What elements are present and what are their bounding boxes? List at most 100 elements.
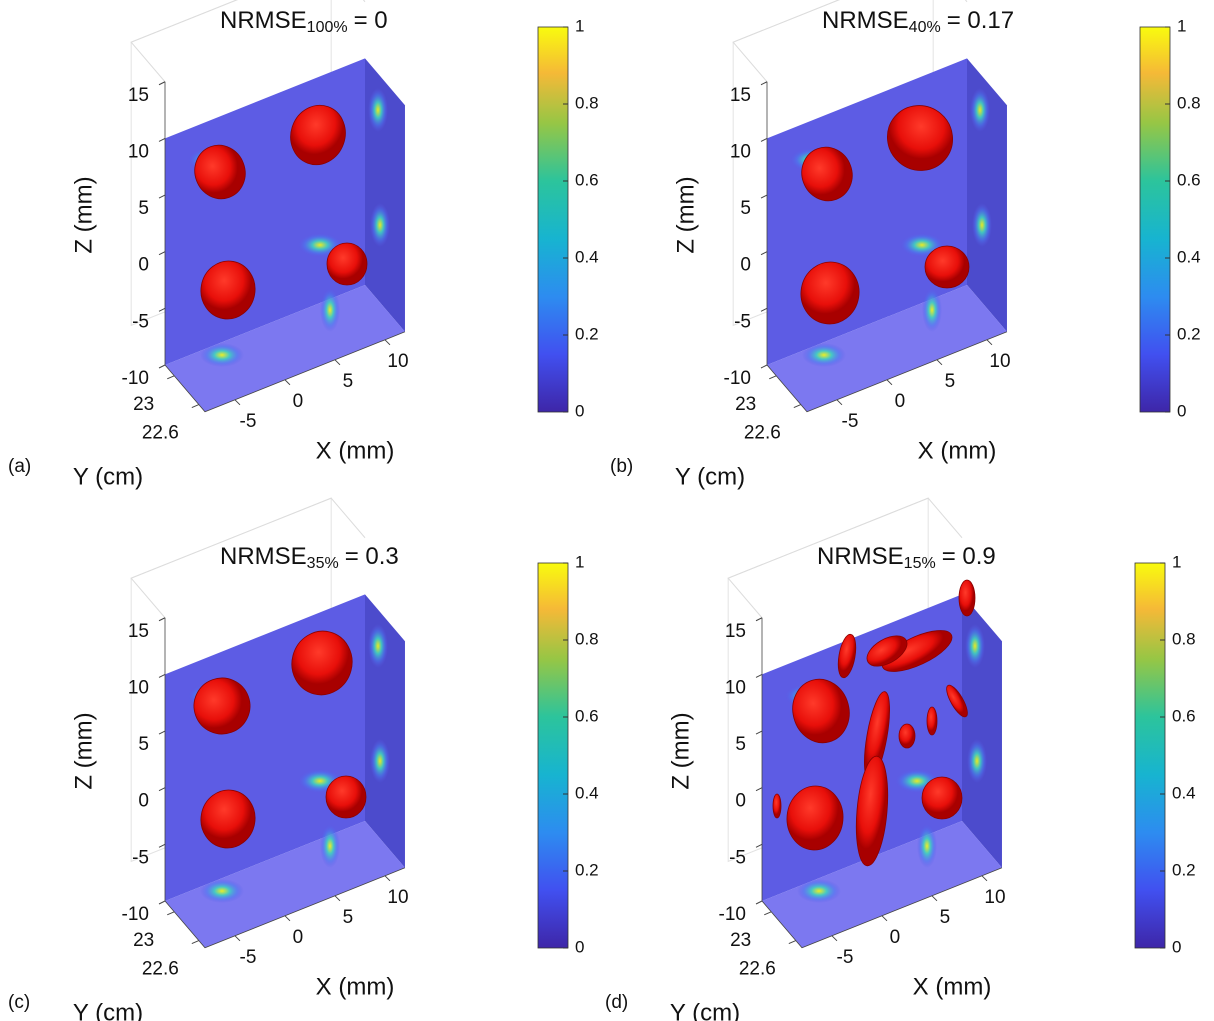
y-tick bbox=[191, 940, 200, 945]
hotspot bbox=[802, 343, 846, 367]
axes-edge bbox=[130, 0, 366, 83]
title-main: NRMSE bbox=[817, 543, 904, 570]
bottom-face bbox=[762, 821, 1002, 948]
z-axis-label: Z (mm) bbox=[672, 176, 699, 253]
colorbar bbox=[537, 26, 569, 413]
panel-label: (b) bbox=[610, 456, 633, 477]
z-axis-label: Z (mm) bbox=[667, 712, 694, 789]
x-tick bbox=[334, 359, 341, 366]
y-tick-label: 22.6 bbox=[142, 423, 179, 444]
chart-title: NRMSE40% = 0.17 bbox=[822, 7, 1014, 36]
isosurface-blob bbox=[866, 635, 908, 667]
z-tick bbox=[755, 900, 763, 905]
z-tick-label: 5 bbox=[740, 198, 751, 219]
z-tick-label: 15 bbox=[725, 621, 746, 642]
isosurface-blob bbox=[290, 104, 346, 166]
x-tick bbox=[836, 399, 843, 406]
z-tick-label: 5 bbox=[735, 734, 746, 755]
colorbar-tick-label: 0 bbox=[575, 401, 584, 420]
colorbar-tick-label: 0.8 bbox=[1177, 93, 1201, 112]
x-tick bbox=[234, 399, 241, 406]
z-tick-label: 15 bbox=[730, 85, 751, 106]
z-tick bbox=[760, 81, 768, 86]
y-tick bbox=[167, 375, 175, 380]
y-tick bbox=[191, 404, 200, 409]
x-axis-label: X (mm) bbox=[913, 973, 992, 1000]
z-tick-label: -5 bbox=[132, 311, 149, 332]
x-tick-label: 10 bbox=[387, 351, 408, 372]
title-subscript: 35% bbox=[307, 555, 339, 572]
hotspot bbox=[797, 879, 841, 903]
z-tick bbox=[755, 730, 763, 735]
axes-edge bbox=[732, 0, 968, 83]
colorbar-tick-label: 0 bbox=[575, 937, 584, 956]
x-tick bbox=[384, 875, 391, 882]
z-tick bbox=[158, 194, 166, 199]
isosurface-blob bbox=[837, 633, 857, 679]
y-tick bbox=[788, 940, 797, 945]
colorbar-tick-label: 0 bbox=[1172, 937, 1181, 956]
y-tick-label: 23 bbox=[730, 930, 751, 951]
colorbar-tick-label: 0.4 bbox=[1177, 247, 1201, 266]
x-tick-label: 0 bbox=[895, 391, 906, 412]
hotspot bbox=[200, 343, 244, 367]
y-tick-label: 22.6 bbox=[142, 959, 179, 980]
isosurface-blob bbox=[786, 785, 844, 851]
z-tick-label: 0 bbox=[735, 791, 746, 812]
hotspot bbox=[370, 203, 390, 247]
z-tick bbox=[755, 843, 763, 848]
isosurface-blob bbox=[898, 723, 916, 749]
z-tick bbox=[158, 364, 166, 369]
z-tick-label: 5 bbox=[138, 734, 149, 755]
bottom-face bbox=[767, 285, 1007, 412]
colorbar-tick-label: 0.2 bbox=[575, 324, 599, 343]
title-main: NRMSE bbox=[220, 7, 307, 34]
z-tick-label: 10 bbox=[730, 141, 751, 162]
isosurface-blob bbox=[200, 260, 256, 320]
isosurface-blob bbox=[194, 144, 246, 200]
z-tick bbox=[760, 194, 768, 199]
z-tick bbox=[755, 787, 763, 792]
hotspot bbox=[922, 288, 942, 332]
z-tick-label: -5 bbox=[729, 847, 746, 868]
title-main: NRMSE bbox=[822, 7, 909, 34]
bottom-face bbox=[165, 285, 405, 412]
colorbar bbox=[1134, 562, 1166, 949]
y-tick bbox=[764, 911, 772, 916]
isosurface-blob bbox=[958, 579, 976, 617]
z-tick bbox=[760, 307, 768, 312]
x-tick-label: 0 bbox=[890, 927, 901, 948]
hotspot bbox=[368, 624, 388, 668]
chart-title: NRMSE15% = 0.9 bbox=[817, 543, 996, 572]
y-tick bbox=[769, 375, 777, 380]
isosurface-blob bbox=[193, 677, 251, 735]
isosurface-blob bbox=[326, 242, 368, 286]
z-tick bbox=[158, 787, 166, 792]
title-subscript: 15% bbox=[904, 555, 936, 572]
x-tick-label: -5 bbox=[240, 947, 257, 968]
z-tick bbox=[158, 900, 166, 905]
x-tick bbox=[931, 895, 938, 902]
isosurface-blob bbox=[946, 684, 968, 718]
z-tick-label: 15 bbox=[128, 85, 149, 106]
x-tick-label: 10 bbox=[984, 887, 1005, 908]
x-tick bbox=[881, 915, 888, 922]
title-suffix: = 0.3 bbox=[345, 543, 399, 570]
y-axis-label: Y (cm) bbox=[73, 999, 143, 1021]
hotspot bbox=[368, 88, 388, 132]
z-tick-label: 10 bbox=[128, 141, 149, 162]
z-tick bbox=[158, 307, 166, 312]
axis-line bbox=[164, 617, 406, 949]
x-tick bbox=[831, 935, 838, 942]
x-tick-label: -5 bbox=[842, 411, 859, 432]
x-tick bbox=[384, 339, 391, 346]
z-tick-label: -10 bbox=[122, 904, 149, 925]
chart-title: NRMSE100% = 0 bbox=[220, 7, 388, 36]
hotspot bbox=[320, 824, 340, 868]
hotspot bbox=[965, 624, 985, 668]
bottom-face bbox=[165, 821, 405, 948]
x-axis-label: X (mm) bbox=[316, 973, 395, 1000]
hotspot bbox=[200, 879, 244, 903]
